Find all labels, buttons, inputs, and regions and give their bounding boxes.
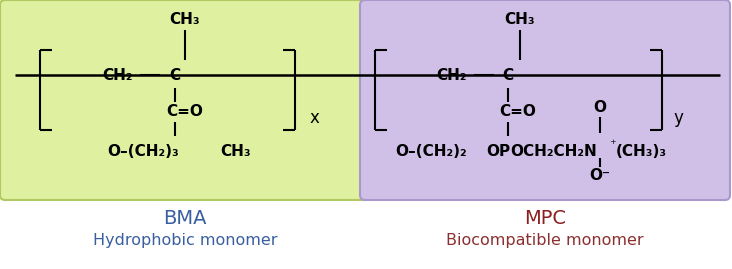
Text: O⁻: O⁻ xyxy=(589,168,610,182)
Text: y: y xyxy=(673,109,683,127)
Text: CH₃: CH₃ xyxy=(220,144,250,160)
Text: CH₃: CH₃ xyxy=(504,12,535,27)
Text: O: O xyxy=(594,100,607,115)
Text: OP: OP xyxy=(486,144,510,160)
Text: MPC: MPC xyxy=(524,208,566,228)
Text: C=O: C=O xyxy=(499,104,537,119)
Text: C: C xyxy=(169,68,181,83)
Text: C: C xyxy=(502,68,514,83)
Text: O–(CH₂)₃: O–(CH₂)₃ xyxy=(107,144,179,160)
Text: OCH₂CH₂N: OCH₂CH₂N xyxy=(510,144,597,160)
Text: ⁺: ⁺ xyxy=(609,137,616,150)
Text: (CH₃)₃: (CH₃)₃ xyxy=(616,144,667,160)
Text: CH₂: CH₂ xyxy=(437,68,467,83)
FancyBboxPatch shape xyxy=(0,0,370,200)
FancyBboxPatch shape xyxy=(360,0,730,200)
Text: O–(CH₂)₂: O–(CH₂)₂ xyxy=(395,144,466,160)
Text: x: x xyxy=(310,109,320,127)
Text: Biocompatible monomer: Biocompatible monomer xyxy=(447,232,644,247)
Text: BMA: BMA xyxy=(163,208,206,228)
Text: CH₃: CH₃ xyxy=(170,12,201,27)
Text: CH₂: CH₂ xyxy=(102,68,133,83)
Text: Hydrophobic monomer: Hydrophobic monomer xyxy=(93,232,277,247)
Text: C=O: C=O xyxy=(167,104,203,119)
